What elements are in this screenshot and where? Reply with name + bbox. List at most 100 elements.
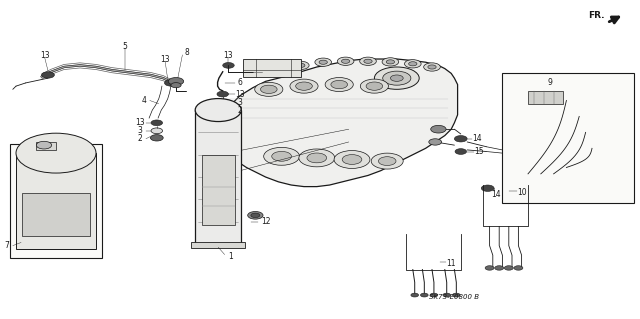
Circle shape — [325, 78, 353, 92]
Circle shape — [383, 71, 411, 85]
Circle shape — [217, 100, 228, 106]
Circle shape — [366, 82, 383, 90]
Text: 10: 10 — [516, 189, 527, 197]
Text: 3: 3 — [137, 126, 142, 135]
Circle shape — [274, 68, 283, 72]
Text: 9: 9 — [548, 78, 553, 87]
Circle shape — [371, 153, 403, 169]
Circle shape — [296, 63, 305, 67]
Bar — [10, 144, 102, 258]
Circle shape — [409, 62, 417, 66]
Circle shape — [251, 213, 260, 218]
Circle shape — [364, 59, 372, 63]
Circle shape — [342, 59, 350, 63]
Circle shape — [296, 82, 312, 90]
Circle shape — [315, 58, 332, 66]
Circle shape — [378, 157, 396, 166]
Bar — [22, 193, 90, 236]
Text: 13: 13 — [223, 51, 234, 60]
Circle shape — [270, 66, 287, 74]
Circle shape — [223, 63, 234, 68]
Text: 6: 6 — [237, 78, 243, 87]
Circle shape — [168, 78, 184, 85]
Circle shape — [386, 60, 394, 64]
Bar — [502, 73, 634, 203]
Circle shape — [337, 57, 354, 65]
Circle shape — [319, 60, 328, 64]
Bar — [208, 108, 234, 119]
Text: 12: 12 — [261, 217, 270, 226]
Circle shape — [420, 293, 428, 297]
Text: 2: 2 — [137, 134, 142, 143]
Circle shape — [452, 293, 460, 297]
Circle shape — [374, 67, 419, 89]
Circle shape — [195, 99, 241, 122]
Circle shape — [514, 266, 523, 270]
Text: 15: 15 — [474, 147, 484, 156]
Circle shape — [151, 128, 163, 134]
Circle shape — [431, 125, 446, 133]
Circle shape — [272, 152, 291, 161]
Circle shape — [171, 83, 181, 88]
Text: 13: 13 — [235, 90, 245, 99]
Circle shape — [424, 63, 440, 71]
Circle shape — [264, 147, 300, 165]
Circle shape — [360, 79, 388, 93]
Text: 8: 8 — [184, 48, 189, 57]
Circle shape — [255, 82, 283, 96]
Circle shape — [151, 120, 163, 126]
Circle shape — [504, 266, 513, 270]
Bar — [243, 59, 301, 77]
Circle shape — [260, 85, 277, 93]
Bar — [208, 135, 234, 146]
Circle shape — [331, 80, 348, 89]
Text: 2: 2 — [237, 106, 243, 115]
Text: 3: 3 — [237, 98, 243, 107]
Circle shape — [16, 133, 96, 173]
Circle shape — [217, 91, 228, 97]
Text: 1: 1 — [228, 252, 234, 261]
Text: 13: 13 — [134, 118, 145, 127]
Text: 4: 4 — [141, 96, 147, 105]
Bar — [208, 148, 234, 159]
Bar — [191, 242, 245, 248]
Circle shape — [382, 58, 399, 66]
Circle shape — [307, 153, 326, 163]
Circle shape — [455, 149, 467, 154]
Circle shape — [42, 72, 54, 78]
Circle shape — [290, 79, 318, 93]
Circle shape — [485, 266, 494, 270]
Bar — [202, 155, 235, 225]
Text: 13: 13 — [160, 55, 170, 63]
Circle shape — [390, 75, 403, 81]
Bar — [528, 91, 563, 104]
Text: 14: 14 — [491, 190, 501, 199]
Circle shape — [299, 149, 335, 167]
Circle shape — [360, 57, 376, 65]
Text: 7: 7 — [4, 241, 9, 250]
Text: 5: 5 — [122, 42, 127, 51]
Circle shape — [429, 139, 442, 145]
Circle shape — [292, 61, 309, 70]
Text: SK73-E0800 B: SK73-E0800 B — [429, 294, 479, 300]
Circle shape — [150, 135, 163, 141]
Circle shape — [342, 155, 362, 164]
Circle shape — [36, 141, 52, 149]
Circle shape — [334, 151, 370, 168]
Circle shape — [428, 65, 436, 69]
Circle shape — [481, 185, 494, 191]
Circle shape — [404, 60, 421, 68]
Circle shape — [164, 80, 177, 86]
Text: FR.: FR. — [588, 11, 605, 20]
Polygon shape — [214, 59, 458, 187]
Circle shape — [216, 106, 229, 112]
Text: 11: 11 — [447, 259, 456, 268]
Bar — [208, 122, 234, 133]
Circle shape — [454, 136, 467, 142]
Circle shape — [248, 211, 263, 219]
Circle shape — [443, 293, 451, 297]
Text: 14: 14 — [472, 134, 482, 143]
Text: 13: 13 — [40, 51, 50, 60]
Polygon shape — [195, 110, 241, 244]
Polygon shape — [16, 153, 96, 249]
